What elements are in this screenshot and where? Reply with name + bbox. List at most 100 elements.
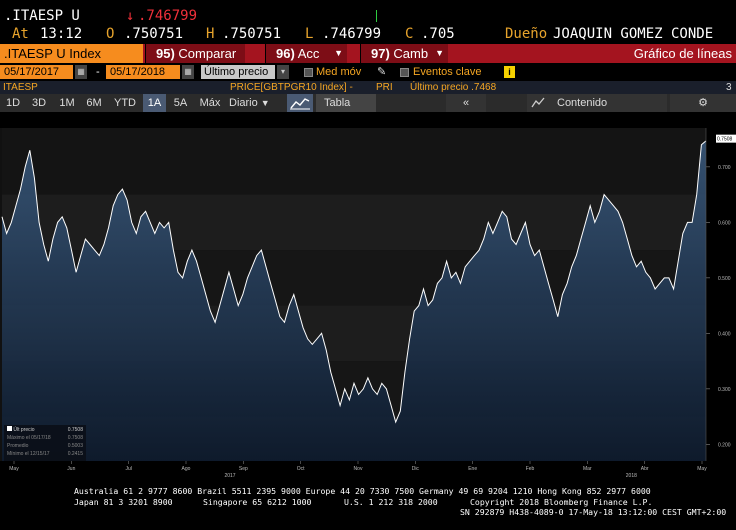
date-separator: - (96, 66, 100, 78)
legend-value: 0.7508 (67, 427, 83, 433)
period-1a[interactable]: 1A (143, 94, 166, 112)
open-label: O (106, 26, 115, 42)
last-time: 13:12 (40, 26, 83, 42)
compare-button[interactable]: 95) Comparar (145, 44, 245, 63)
security-index-tab[interactable]: .ITAESP U Index (0, 44, 143, 63)
period-6m[interactable]: 6M (86, 97, 102, 109)
compare-num: 95) (156, 46, 175, 61)
calendar-icon[interactable]: ▦ (182, 65, 194, 79)
low-value: .746799 (322, 26, 382, 42)
moving-average-label: Med móv (316, 66, 362, 78)
content-button[interactable]: Contenido (527, 94, 667, 112)
x-tick-label: Abr (641, 466, 649, 472)
x-tick-label: Jul (125, 466, 131, 472)
value-band (2, 128, 706, 195)
legend-value: 0.7508 (67, 435, 83, 441)
edit-label: Camb (393, 46, 429, 61)
legend-row-high: Máximo el 05/17/18 0.7508 (7, 434, 83, 442)
actions-num: 96) (276, 46, 295, 61)
status-page: 3 (726, 82, 732, 93)
series-area (2, 140, 706, 461)
series-line (1, 140, 707, 424)
y-tick-label: 0.400 (718, 331, 731, 337)
line-chart: 0.700 0.600 0.500 0.400 0.300 0.200 May Jun Jul… (0, 112, 736, 479)
legend-row-average: Promedio 0.5003 (7, 442, 83, 450)
period-1d[interactable]: 1D (5, 97, 21, 109)
high-value: .750751 (222, 26, 282, 42)
chevron-down-icon: ▼ (260, 98, 270, 108)
frequency-select[interactable]: Diario ▼ (226, 94, 280, 112)
open-value: .750751 (124, 26, 184, 42)
chart-content-icon (531, 94, 545, 118)
y-tick-label: 0.300 (718, 387, 731, 393)
x-tick-label: Ago (182, 466, 191, 472)
price-field-select[interactable]: Último precio (201, 65, 275, 79)
at-label: At (12, 26, 29, 42)
period-ytd[interactable]: YTD (114, 97, 136, 109)
period-3d[interactable]: 3D (31, 97, 47, 109)
status-formula: PRICE[GBTPGR10 Index] - (230, 82, 353, 93)
last-price-tag-label: 0.7508 (717, 137, 733, 143)
period-1m[interactable]: 1M (59, 97, 75, 109)
line-chart-icon[interactable] (287, 94, 313, 112)
footer-phones-us: U.S. 1 212 318 2000 (344, 497, 438, 507)
collapse-left-icon[interactable]: « (446, 94, 486, 112)
close-label: C (405, 26, 414, 42)
x-tick-label: Mar (583, 466, 592, 472)
options-row: 05/17/2017 ▦ - 05/17/2018 ▦ Último preci… (0, 63, 736, 81)
ticker-symbol: .ITAESP U (4, 8, 80, 24)
y-tick-label: 0.200 (718, 442, 731, 448)
period-max[interactable]: Máx (199, 97, 221, 109)
owner-name: JOAQUIN GOMEZ CONDE (553, 26, 714, 42)
start-date-field[interactable]: 05/17/2017 (0, 65, 73, 79)
edit-button[interactable]: 97) Camb ▼ (360, 44, 448, 63)
compare-label: Comparar (178, 46, 237, 61)
y-axis: 0.700 0.600 0.500 0.400 0.300 0.200 (705, 128, 731, 461)
period-5a[interactable]: 5A (173, 97, 188, 109)
actions-label: Acc (297, 46, 320, 61)
legend-value: 0.2415 (67, 451, 83, 457)
x-year-label: 2018 (626, 473, 637, 478)
x-tick-label: Ene (468, 466, 477, 472)
x-tick-label: Dic (412, 466, 420, 472)
status-last-price: Último precio .7468 (410, 82, 497, 93)
end-date-field[interactable]: 05/17/2018 (106, 65, 180, 79)
moving-average-checkbox[interactable] (304, 68, 313, 77)
footer-phones-singapore: Singapore 65 6212 1000 (203, 497, 312, 507)
pen-icon[interactable]: ✎ (377, 66, 387, 78)
status-ticker: ITAESP (3, 82, 38, 93)
footer-phones-1: Australia 61 2 9777 8600 Brazil 5511 239… (74, 486, 651, 496)
close-value: .705 (421, 26, 455, 42)
legend-swatch (7, 426, 12, 431)
actions-button[interactable]: 96) Acc ▼ (265, 44, 347, 63)
function-bar: .ITAESP U Index 95) Comparar 96) Acc ▼ 9… (0, 44, 736, 63)
info-icon[interactable]: i (504, 66, 515, 78)
x-tick-label: Jun (67, 466, 75, 472)
legend-label: Últ precio (13, 427, 35, 433)
status-pri: PRI (376, 82, 393, 93)
gear-icon[interactable]: ⚙ (670, 94, 736, 112)
legend-label: Promedio (7, 443, 29, 449)
frequency-label: Diario (229, 97, 258, 109)
x-axis: May Jun Jul Ago Sep Oct Nov Dic Ene Feb Mar Abr May 2… (9, 461, 707, 479)
last-price-tag-box (716, 134, 736, 143)
edit-num: 97) (371, 46, 390, 61)
y-tick-label: 0.700 (718, 165, 731, 171)
key-events-checkbox[interactable] (400, 68, 409, 77)
chart-canvas: 0.700 0.600 0.500 0.400 0.300 0.200 May Jun Jul… (0, 112, 736, 479)
key-events-label: Eventos clave (413, 66, 482, 78)
chevron-down-icon: ▼ (435, 48, 444, 58)
y-tick-label: 0.500 (718, 276, 731, 282)
chevron-down-icon: ▼ (334, 48, 343, 58)
owner-label: Dueño (505, 26, 548, 42)
last-price: .746799 (138, 8, 198, 24)
calendar-icon[interactable]: ▦ (75, 65, 87, 79)
legend-label: Mínimo el 12/15/17 (7, 451, 50, 457)
table-button[interactable]: Tabla (316, 94, 376, 112)
footer-copyright: Copyright 2018 Bloomberg Finance L.P. (470, 497, 653, 507)
down-arrow-icon: ↓ (126, 8, 135, 24)
y-tick-label: 0.600 (718, 220, 731, 226)
chevron-down-icon[interactable]: ▾ (277, 65, 289, 79)
x-tick-label: May (697, 466, 707, 472)
chart-title: Gráfico de líneas (633, 46, 732, 61)
